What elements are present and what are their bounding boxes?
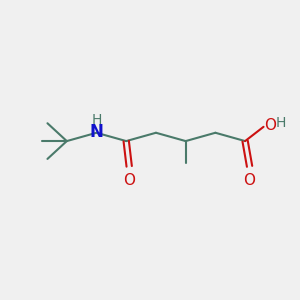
Text: O: O: [264, 118, 276, 133]
Text: O: O: [123, 173, 135, 188]
Text: O: O: [244, 173, 256, 188]
Text: H: H: [92, 113, 102, 127]
Text: N: N: [90, 124, 104, 142]
Text: H: H: [276, 116, 286, 130]
